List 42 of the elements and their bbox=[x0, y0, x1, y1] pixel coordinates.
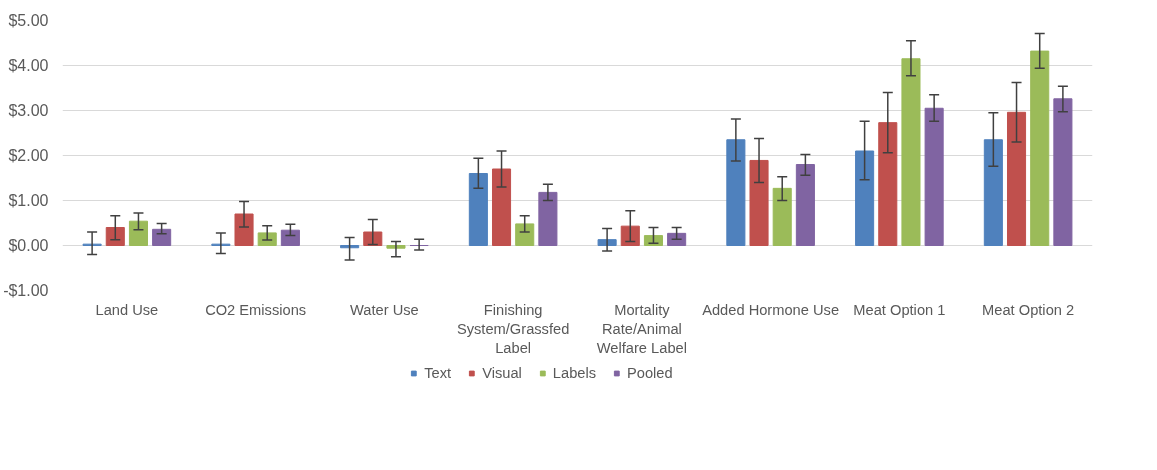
legend-label: Pooled bbox=[627, 365, 673, 381]
bar bbox=[772, 187, 792, 246]
bar bbox=[924, 107, 944, 246]
legend-label: Labels bbox=[552, 365, 597, 381]
y-tick-label: $4.00 bbox=[8, 57, 49, 74]
bar bbox=[795, 164, 815, 246]
bar bbox=[468, 173, 488, 246]
bar bbox=[620, 225, 640, 246]
bar bbox=[749, 159, 769, 246]
bar bbox=[105, 227, 125, 246]
bar bbox=[234, 213, 254, 246]
bar bbox=[901, 58, 921, 246]
y-tick-label: $0.00 bbox=[8, 237, 49, 254]
bar bbox=[492, 168, 512, 246]
bar bbox=[1030, 50, 1050, 246]
bar bbox=[855, 150, 875, 246]
bar bbox=[643, 235, 663, 246]
bar bbox=[726, 139, 746, 246]
bar bbox=[1053, 98, 1073, 246]
x-tick-label: Finishing System/Grassfed Label bbox=[456, 301, 570, 356]
y-tick-label: $2.00 bbox=[8, 147, 49, 164]
y-tick-label: $1.00 bbox=[8, 192, 49, 209]
bar bbox=[128, 220, 148, 246]
y-tick-label: -$1.00 bbox=[3, 282, 49, 299]
bar bbox=[1007, 111, 1027, 246]
legend-label: Text bbox=[424, 365, 452, 381]
x-tick-label: Land Use bbox=[95, 301, 159, 318]
y-tick-label: $3.00 bbox=[8, 102, 49, 119]
x-tick-label: Added Hormone Use bbox=[702, 301, 840, 318]
x-tick-label: Water Use bbox=[350, 301, 419, 318]
legend-label: Visual bbox=[482, 365, 522, 381]
x-tick-label: Meat Option 1 bbox=[853, 301, 946, 318]
bar bbox=[152, 228, 172, 246]
x-tick-label: CO2 Emissions bbox=[205, 301, 307, 318]
bar bbox=[538, 191, 558, 246]
bar bbox=[878, 122, 898, 246]
bar bbox=[515, 223, 535, 246]
y-tick-label: $5.00 bbox=[8, 12, 49, 29]
bar bbox=[280, 229, 300, 246]
x-tick-label: Meat Option 2 bbox=[982, 301, 1075, 318]
bar bbox=[983, 139, 1003, 246]
x-tick-label: Mortality Rate/Animal Welfare Label bbox=[596, 301, 687, 356]
